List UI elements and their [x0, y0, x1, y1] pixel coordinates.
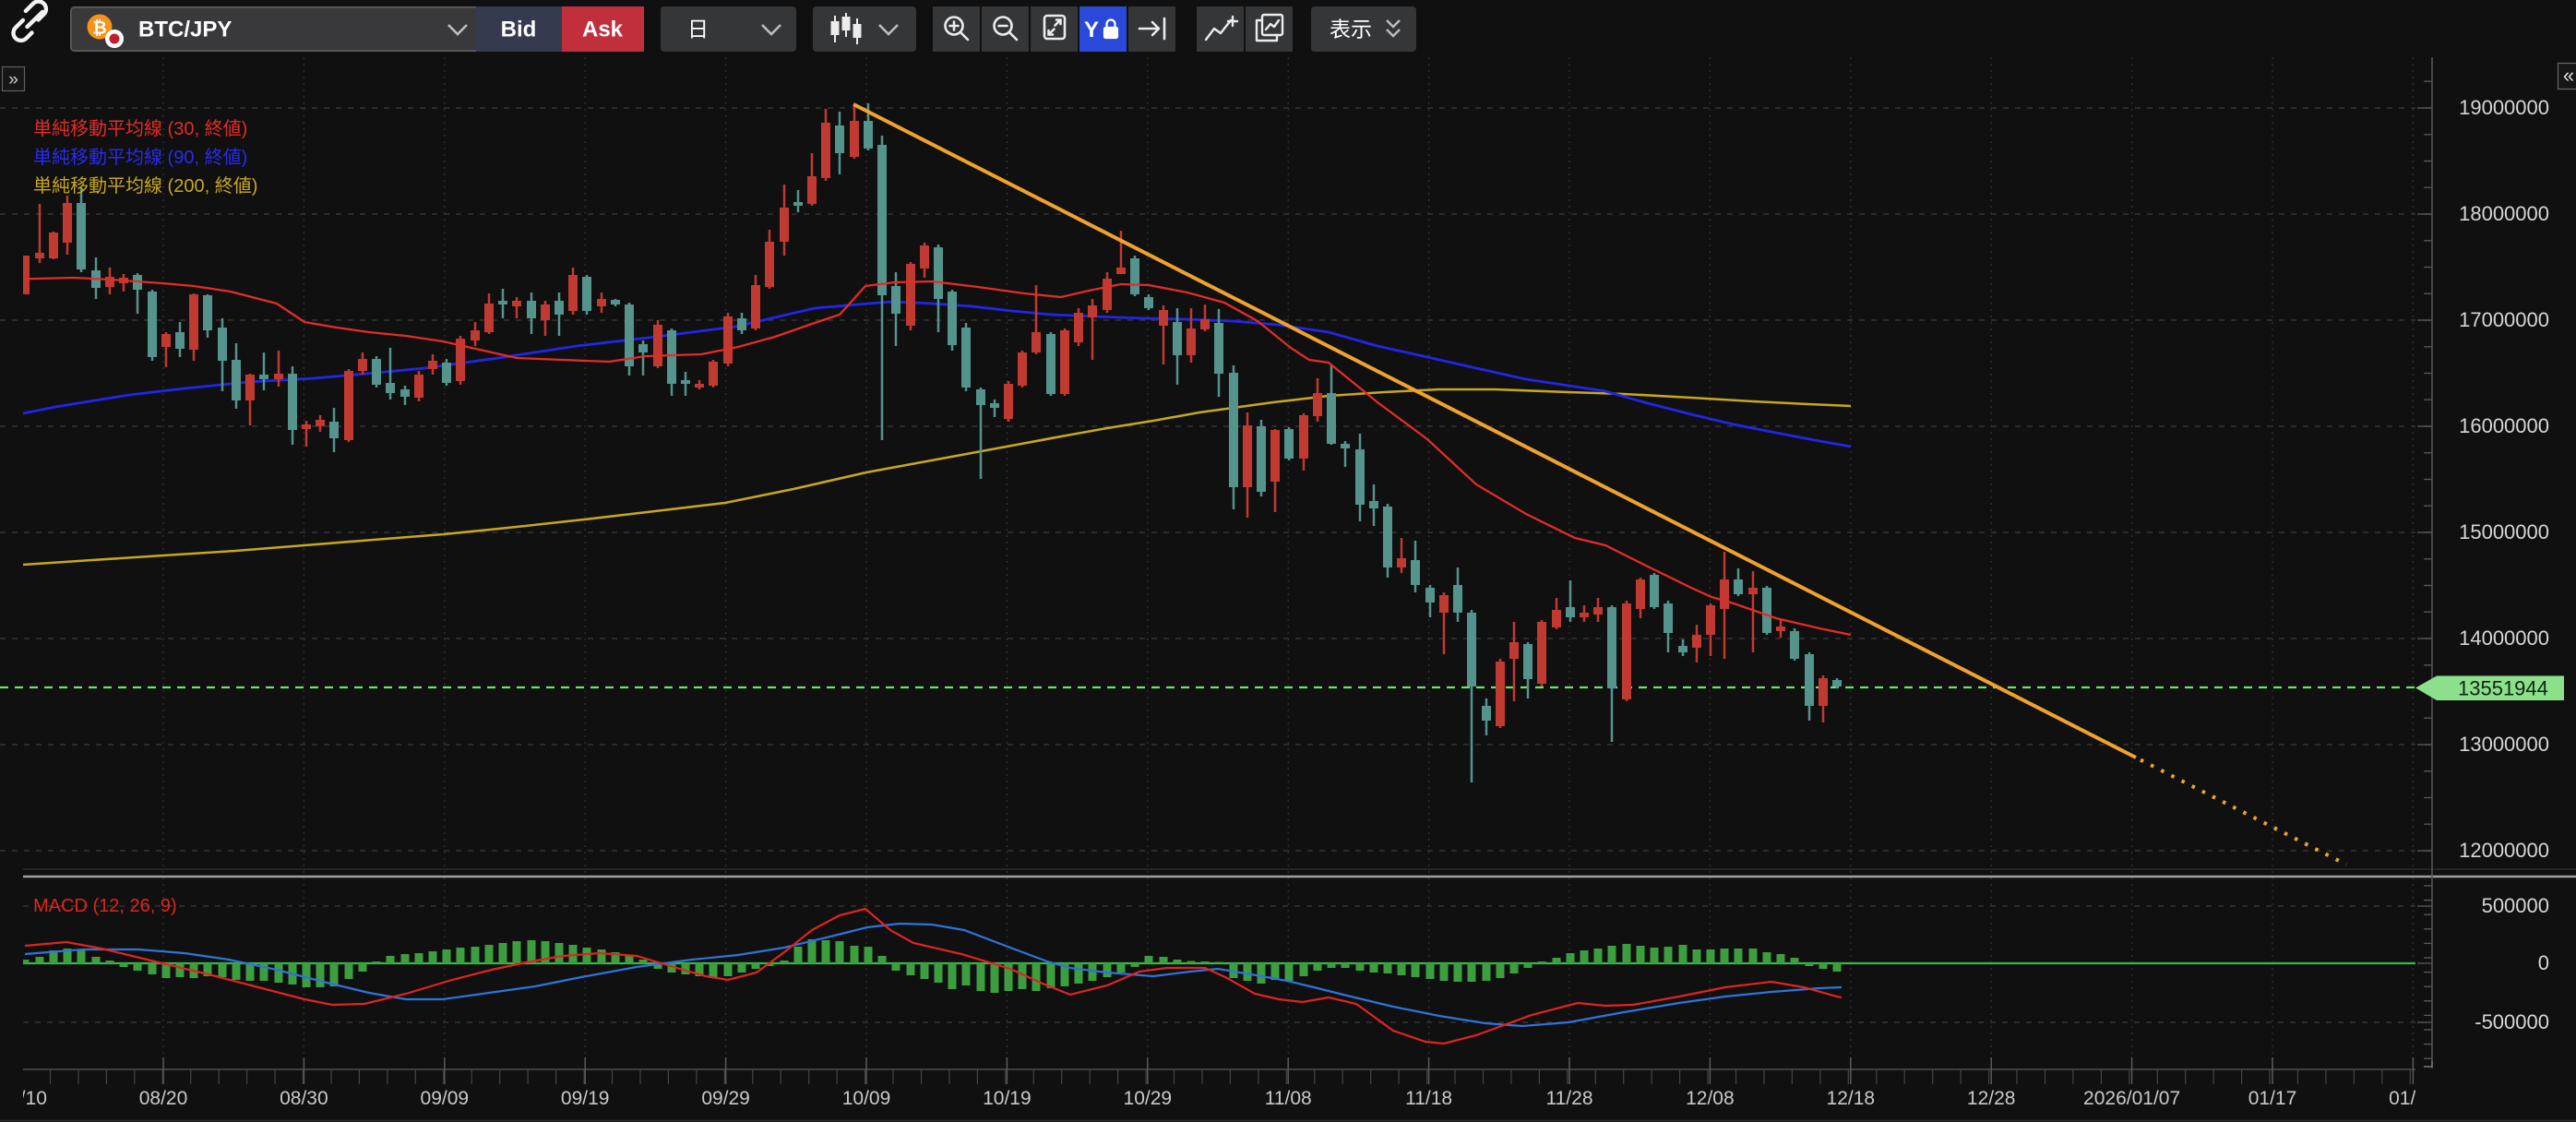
svg-text:17000000: 17000000 [2459, 308, 2549, 331]
svg-text:»: » [8, 70, 18, 90]
svg-text:01/27: 01/27 [2389, 1088, 2438, 1109]
svg-text:18000000: 18000000 [2459, 202, 2549, 225]
svg-text:09/09: 09/09 [421, 1088, 470, 1109]
svg-text:08/20: 08/20 [139, 1088, 188, 1109]
svg-text:単純移動平均線 (30, 終値): 単純移動平均線 (30, 終値) [33, 118, 247, 139]
svg-text:2026/01/07: 2026/01/07 [2083, 1088, 2180, 1109]
svg-text:10/29: 10/29 [1124, 1088, 1173, 1109]
svg-text:08/30: 08/30 [280, 1088, 328, 1109]
svg-text:BTC/JPY: BTC/JPY [138, 18, 232, 42]
svg-text:14000000: 14000000 [2459, 627, 2549, 650]
svg-text:01/17: 01/17 [2248, 1088, 2297, 1109]
svg-text:単純移動平均線 (90, 終値): 単純移動平均線 (90, 終値) [33, 147, 247, 168]
svg-text:₿: ₿ [92, 19, 106, 39]
svg-text:500000: 500000 [2482, 894, 2549, 917]
svg-text:-500000: -500000 [2475, 1010, 2549, 1033]
svg-text:10/09: 10/09 [842, 1088, 891, 1109]
svg-text:日: 日 [687, 18, 709, 42]
svg-text:11/28: 11/28 [1546, 1088, 1593, 1109]
svg-text:0: 0 [2538, 951, 2549, 974]
svg-text:12/18: 12/18 [1827, 1088, 1876, 1109]
svg-text:12000000: 12000000 [2459, 839, 2549, 862]
svg-text:Ask: Ask [582, 18, 624, 42]
svg-text:12/08: 12/08 [1686, 1088, 1735, 1109]
svg-text:19000000: 19000000 [2459, 96, 2549, 119]
svg-text:MACD (12, 26, 9): MACD (12, 26, 9) [33, 896, 177, 916]
svg-text:10/19: 10/19 [983, 1088, 1032, 1109]
svg-text:«: « [2563, 64, 2574, 87]
svg-text:Bid: Bid [501, 18, 537, 42]
svg-text:09/19: 09/19 [561, 1088, 610, 1109]
svg-text:11/18: 11/18 [1405, 1088, 1452, 1109]
svg-text:15000000: 15000000 [2459, 520, 2549, 543]
svg-text:表示: 表示 [1330, 18, 1372, 42]
svg-text:09/29: 09/29 [701, 1088, 750, 1109]
svg-text:単純移動平均線 (200, 終値): 単純移動平均線 (200, 終値) [33, 175, 257, 197]
svg-text:12/28: 12/28 [1967, 1088, 2016, 1109]
svg-text:08/10: 08/10 [0, 1088, 47, 1109]
svg-text:11/08: 11/08 [1265, 1088, 1312, 1109]
svg-text:Y: Y [1084, 18, 1099, 42]
svg-text:16000000: 16000000 [2459, 414, 2549, 437]
svg-text:13000000: 13000000 [2459, 733, 2549, 756]
svg-text:13551944: 13551944 [2458, 677, 2548, 700]
